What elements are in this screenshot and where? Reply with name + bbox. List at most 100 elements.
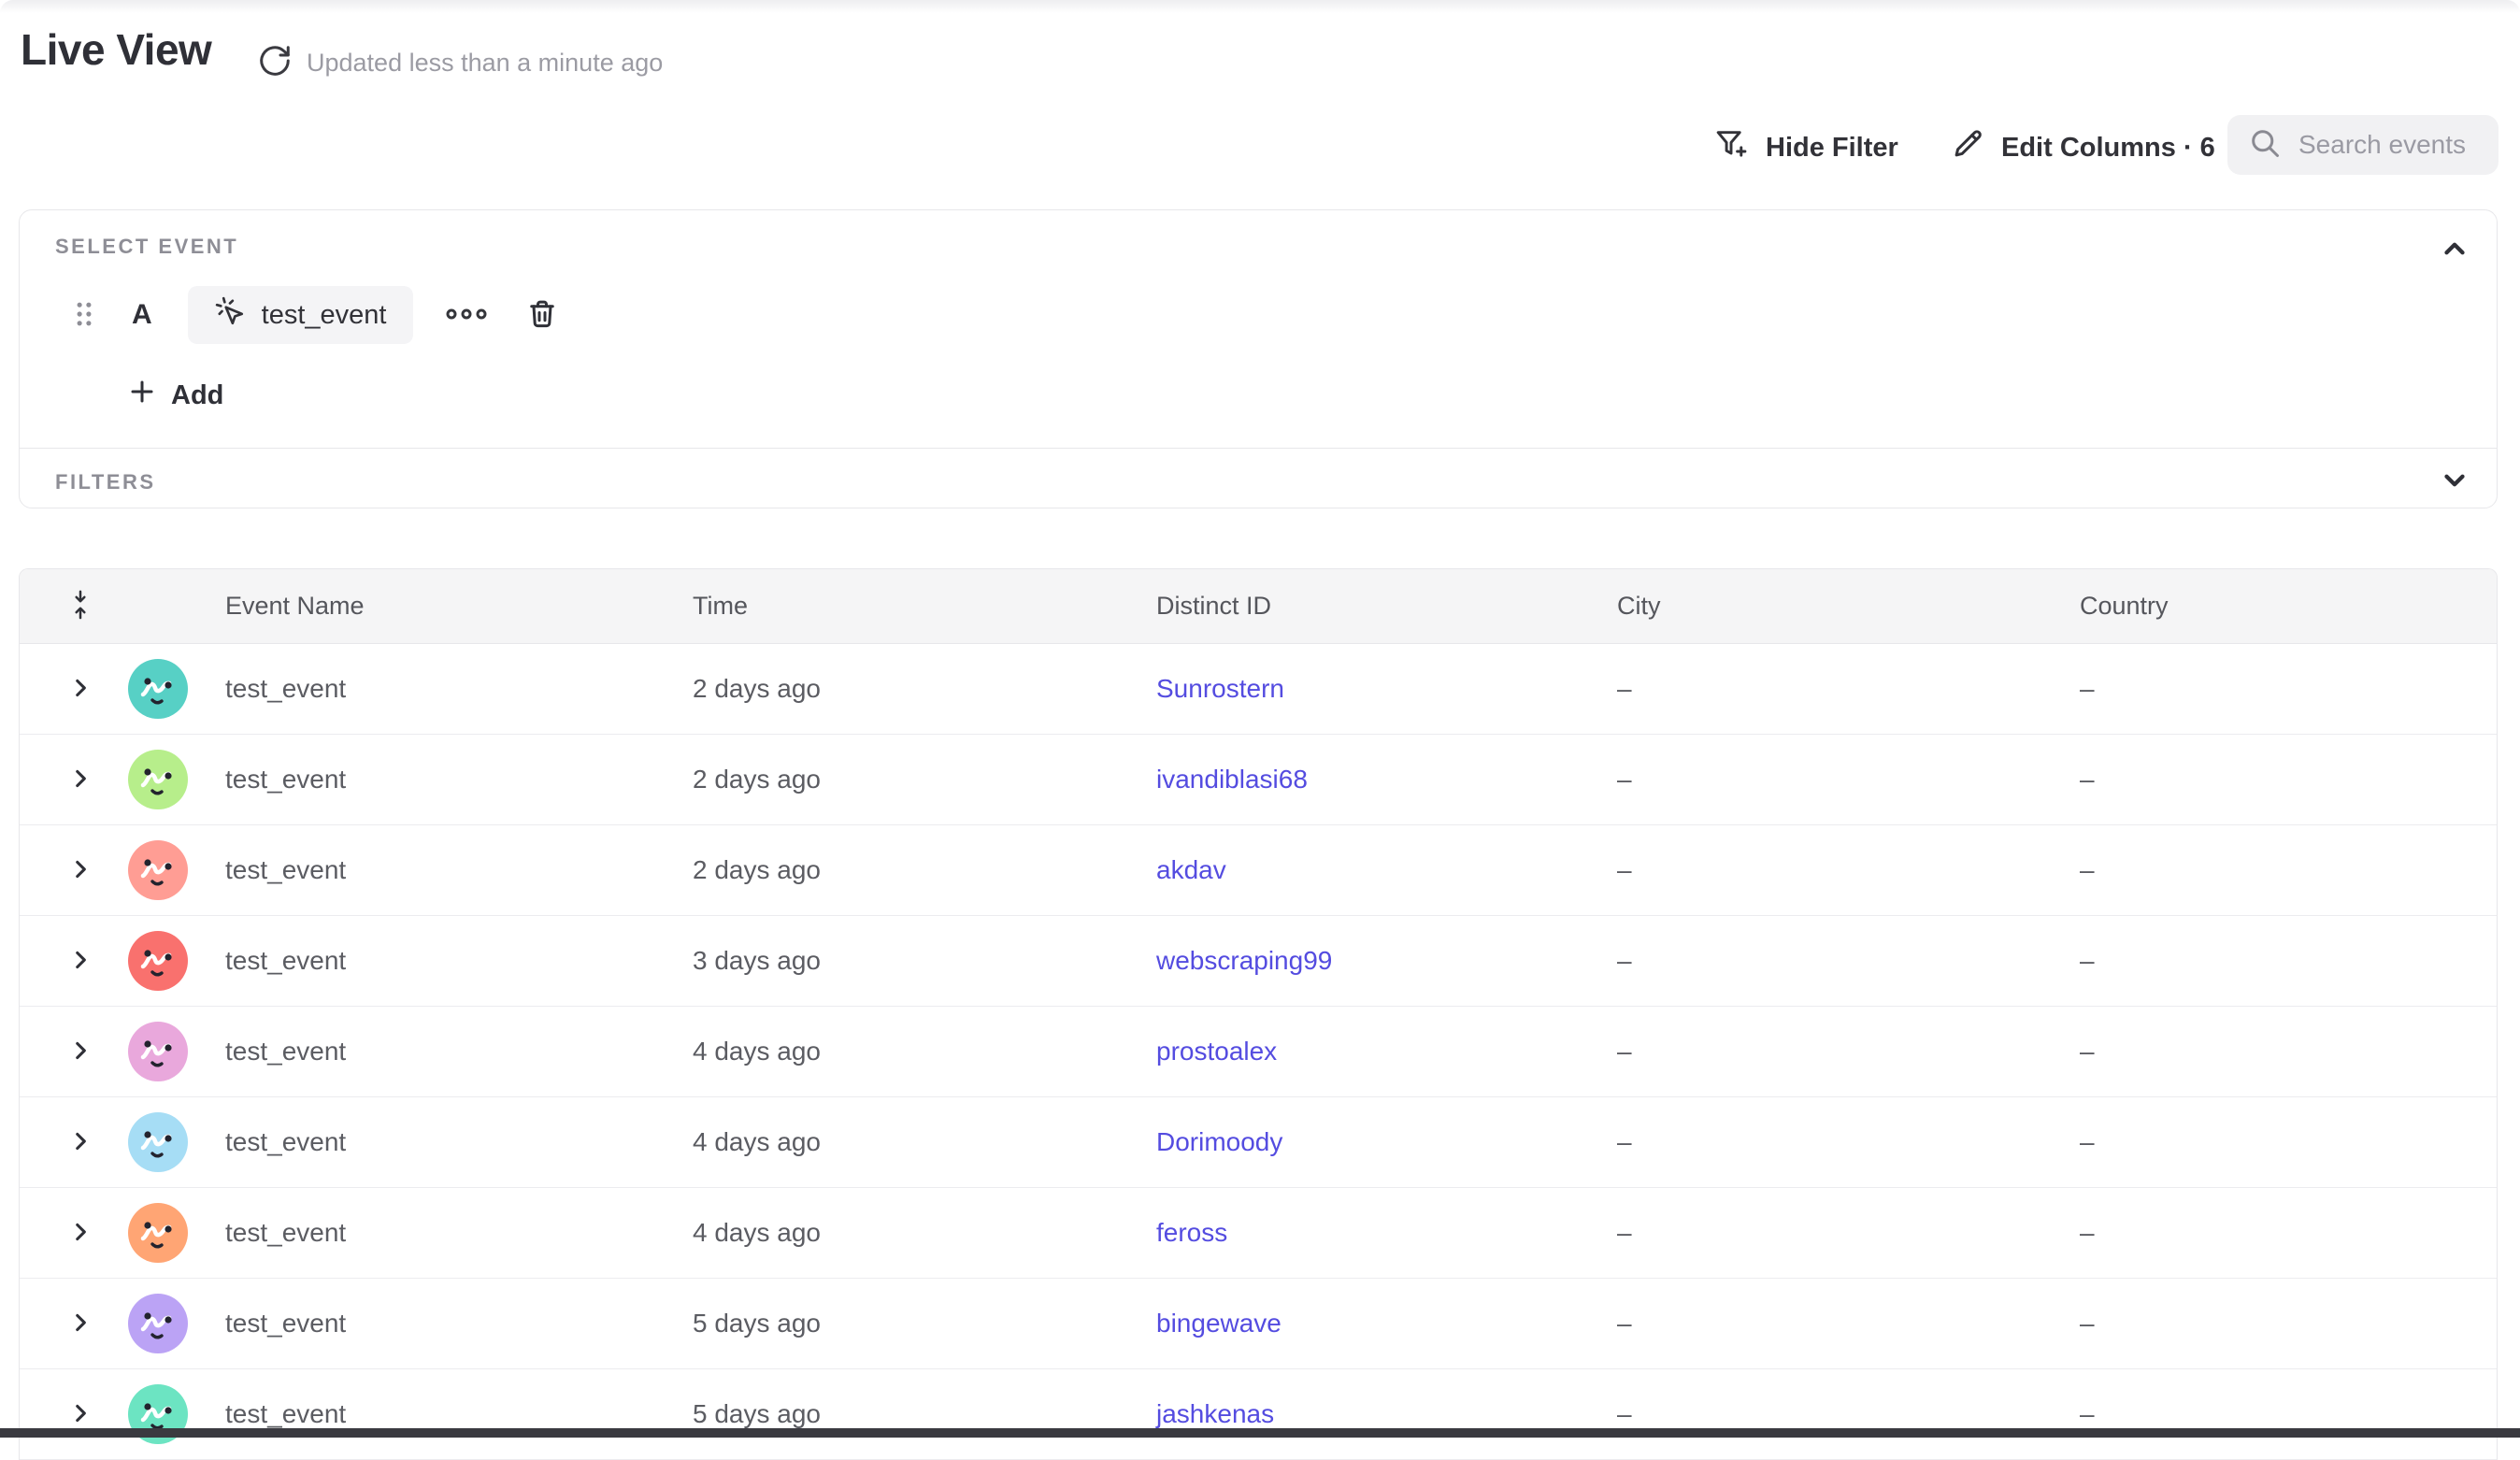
chevron-right-icon (68, 766, 93, 794)
distinct-id-link[interactable]: feross (1156, 1218, 1228, 1247)
event-name-cell: test_event (225, 946, 347, 975)
time-cell: 3 days ago (693, 946, 821, 975)
refresh-icon (257, 46, 293, 81)
avatar (128, 931, 188, 991)
distinct-id-link[interactable]: prostoalex (1156, 1037, 1278, 1066)
chevron-right-icon (68, 1220, 93, 1247)
city-cell: – (1617, 765, 1632, 794)
drag-handle[interactable] (74, 299, 94, 332)
add-event-button[interactable]: Add (128, 371, 223, 420)
event-chip-label: test_event (261, 299, 387, 330)
expand-row-button[interactable] (68, 766, 93, 794)
window-top-edge (0, 0, 2520, 13)
chevron-right-icon (68, 948, 93, 975)
time-cell: 4 days ago (693, 1037, 821, 1066)
page-title: Live View (21, 25, 212, 74)
country-cell: – (2080, 765, 2095, 794)
event-name-cell: test_event (225, 1309, 347, 1338)
add-label: Add (171, 379, 224, 410)
avatar (128, 840, 188, 900)
expand-row-button[interactable] (68, 1220, 93, 1247)
avatar (128, 1203, 188, 1263)
event-name-cell: test_event (225, 674, 347, 703)
time-cell: 4 days ago (693, 1127, 821, 1156)
drag-handle-icon (74, 299, 94, 332)
country-cell: – (2080, 1127, 2095, 1156)
event-letter: A (132, 299, 152, 330)
country-cell: – (2080, 1309, 2095, 1338)
ellipsis-icon (445, 307, 488, 324)
table-row[interactable]: test_event 2 days ago ivandiblasi68 – – (20, 735, 2497, 825)
expand-row-button[interactable] (68, 948, 93, 975)
edit-columns-button[interactable]: Edit Columns · 6 (1950, 123, 2215, 172)
chevron-right-icon (68, 1038, 93, 1066)
time-cell: 5 days ago (693, 1309, 821, 1338)
expand-row-button[interactable] (68, 676, 93, 703)
avatar (128, 1112, 188, 1172)
city-cell: – (1617, 946, 1632, 975)
distinct-id-link[interactable]: Dorimoody (1156, 1127, 1283, 1156)
trash-icon (525, 297, 559, 334)
distinct-id-link[interactable]: ivandiblasi68 (1156, 765, 1308, 794)
column-header-country: Country (2080, 592, 2169, 620)
column-header-event-name: Event Name (225, 592, 365, 620)
chevron-right-icon (68, 676, 93, 703)
time-cell: 4 days ago (693, 1218, 821, 1247)
table-header-row: Event Name Time Distinct ID City Country (20, 569, 2497, 644)
table-row[interactable]: test_event 4 days ago prostoalex – – (20, 1007, 2497, 1097)
expand-row-button[interactable] (68, 1038, 93, 1066)
event-name-cell: test_event (225, 1127, 347, 1156)
expand-row-button[interactable] (68, 857, 93, 884)
collapse-select-event-button[interactable] (2439, 233, 2470, 267)
table-row[interactable]: test_event 4 days ago Dorimoody – – (20, 1097, 2497, 1188)
table-row[interactable]: test_event 2 days ago Sunrostern – – (20, 644, 2497, 735)
expand-row-button[interactable] (68, 1401, 93, 1428)
distinct-id-link[interactable]: bingewave (1156, 1309, 1281, 1338)
city-cell: – (1617, 1309, 1632, 1338)
events-table: Event Name Time Distinct ID City Country… (19, 568, 2498, 1460)
event-name-cell: test_event (225, 1037, 347, 1066)
time-cell: 2 days ago (693, 674, 821, 703)
table-row[interactable]: test_event 3 days ago webscraping99 – – (20, 916, 2497, 1007)
chevron-right-icon (68, 1401, 93, 1428)
search-input[interactable] (2298, 130, 2476, 160)
chevron-down-icon (2439, 465, 2470, 499)
event-options-button[interactable] (445, 307, 488, 324)
city-cell: – (1617, 1037, 1632, 1066)
hide-filter-button[interactable]: Hide Filter (1712, 123, 1898, 172)
cursor-click-icon (214, 295, 246, 335)
expand-row-button[interactable] (68, 1129, 93, 1156)
refresh-button[interactable] (256, 43, 294, 80)
avatar (128, 750, 188, 809)
delete-event-button[interactable] (525, 297, 559, 334)
time-cell: 2 days ago (693, 765, 821, 794)
search-box[interactable] (2227, 115, 2499, 175)
column-header-distinct-id: Distinct ID (1156, 592, 1272, 620)
table-row[interactable]: test_event 2 days ago akdav – – (20, 825, 2497, 916)
distinct-id-link[interactable]: jashkenas (1156, 1399, 1275, 1428)
query-builder-card: SELECT EVENT A test_event (19, 209, 2498, 508)
country-cell: – (2080, 1399, 2095, 1428)
country-cell: – (2080, 946, 2095, 975)
chevron-up-icon (2439, 233, 2470, 267)
event-name-cell: test_event (225, 765, 347, 794)
distinct-id-link[interactable]: Sunrostern (1156, 674, 1284, 703)
avatar (128, 659, 188, 719)
expand-filters-button[interactable] (2439, 465, 2470, 499)
event-select-chip[interactable]: test_event (187, 286, 413, 344)
event-name-cell: test_event (225, 1399, 347, 1428)
table-row[interactable]: test_event 5 days ago jashkenas – – (20, 1369, 2497, 1460)
event-row: A test_event (74, 285, 559, 345)
column-header-city: City (1617, 592, 1661, 620)
distinct-id-link[interactable]: webscraping99 (1156, 946, 1333, 975)
table-row[interactable]: test_event 5 days ago bingewave – – (20, 1279, 2497, 1369)
distinct-id-link[interactable]: akdav (1156, 855, 1226, 884)
country-cell: – (2080, 674, 2095, 703)
expand-row-button[interactable] (68, 1310, 93, 1338)
country-cell: – (2080, 1037, 2095, 1066)
collapse-rows-button[interactable] (68, 589, 93, 623)
avatar (128, 1022, 188, 1081)
collapse-rows-icon (68, 589, 93, 623)
country-cell: – (2080, 855, 2095, 884)
table-row[interactable]: test_event 4 days ago feross – – (20, 1188, 2497, 1279)
